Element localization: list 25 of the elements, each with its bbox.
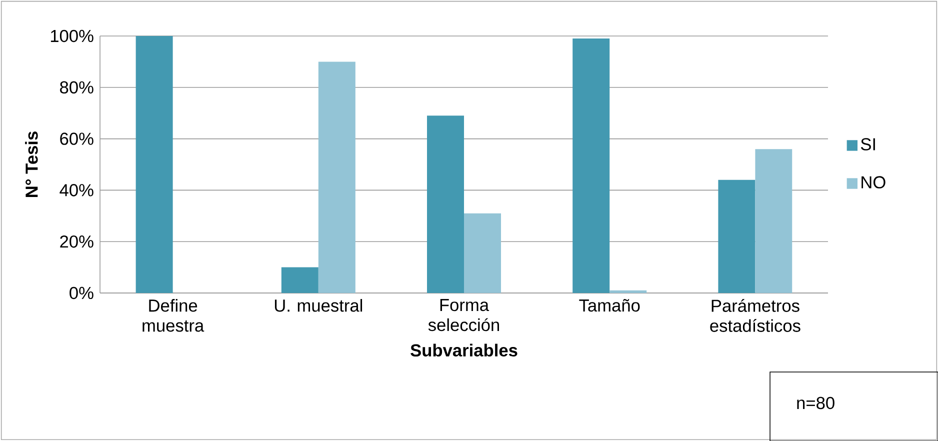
text: n=80 [797,396,834,410]
bar [755,149,792,293]
bar [318,62,356,293]
x-tick-label: U. muestral [274,299,362,312]
bar [281,267,318,293]
legend-label: NO [862,176,886,188]
x-tick-label: Tamaño [579,299,640,312]
x-tick-label: Forma selección [428,299,499,332]
x-tick-label: Parámetros estadísticos [710,299,800,332]
y-tick-label: 60% [60,132,94,145]
y-tick-label: 100% [50,30,94,42]
y-tick-label: 80% [60,81,94,94]
bar [464,213,501,293]
bar [610,290,647,293]
bar [136,36,173,293]
y-tick-label: 40% [60,184,94,196]
y-tick-label: 20% [60,235,94,248]
bar [427,116,464,293]
y-tick-label: 0% [70,286,94,300]
y-axis-title: N° Tesis [25,132,38,197]
bar [572,38,610,293]
bar [718,180,756,293]
legend-label: SI [860,138,875,150]
x-tick-label: Define muestra [142,299,204,332]
x-axis-title: Subvariables [410,344,518,357]
